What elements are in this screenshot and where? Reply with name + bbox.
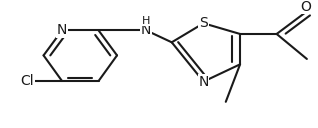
Text: N: N — [57, 23, 67, 37]
Text: N: N — [198, 75, 209, 89]
Text: Cl: Cl — [20, 74, 34, 88]
Text: H: H — [142, 16, 150, 26]
Text: O: O — [300, 0, 311, 14]
Text: N: N — [141, 23, 151, 37]
Text: S: S — [199, 16, 208, 30]
